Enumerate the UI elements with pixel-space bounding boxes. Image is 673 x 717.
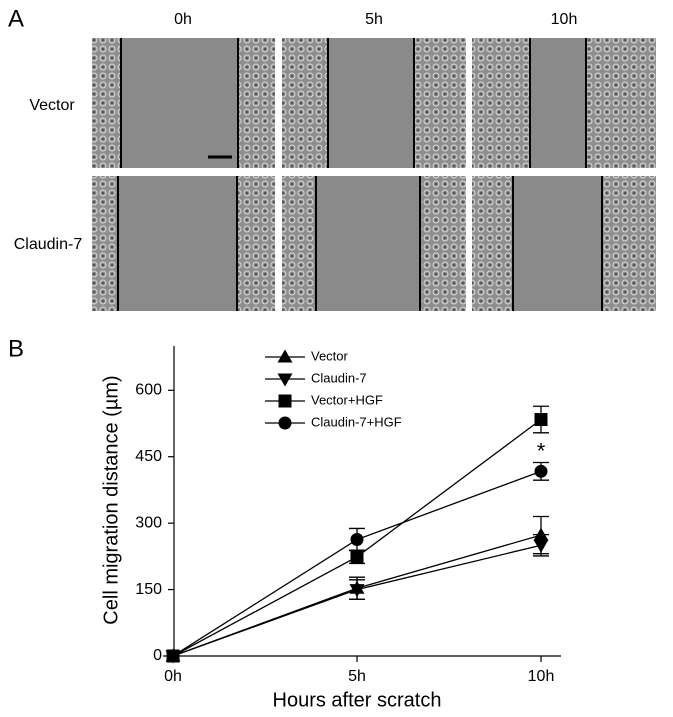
- x-axis-label: Hours after scratch: [273, 689, 442, 711]
- legend-label: Vector: [311, 348, 349, 363]
- data-point: [350, 533, 364, 547]
- data-point: [166, 649, 180, 663]
- x-tick-label: 0h: [164, 668, 182, 685]
- y-axis-label: Cell migration distance (µm): [100, 375, 122, 624]
- y-tick-label: 300: [135, 514, 162, 531]
- legend-label: Claudin-7+HGF: [311, 414, 402, 429]
- y-tick-label: 450: [135, 448, 162, 465]
- micrographs: [92, 38, 656, 311]
- panel-label: A: [8, 5, 24, 32]
- legend-label: Vector+HGF: [311, 392, 383, 407]
- legend-marker: [278, 416, 292, 430]
- x-tick-label: 5h: [348, 668, 366, 685]
- y-tick-label: 600: [135, 382, 162, 399]
- column-label: 10h: [551, 11, 578, 28]
- data-point: [349, 584, 365, 598]
- y-tick-label: 0: [153, 647, 162, 664]
- row-label: Vector: [29, 97, 75, 114]
- data-point: [533, 539, 549, 553]
- y-tick-label: 150: [135, 581, 162, 598]
- annotation: *: [537, 438, 546, 463]
- data-point: [350, 550, 364, 564]
- row-label: Claudin-7: [14, 236, 83, 253]
- legend-marker: [277, 349, 293, 363]
- legend-marker: [277, 373, 293, 387]
- legend-label: Claudin-7: [311, 370, 367, 385]
- panel-label: B: [8, 335, 24, 362]
- legend-marker: [278, 394, 292, 408]
- column-label: 0h: [174, 11, 192, 28]
- data-point: [534, 464, 548, 478]
- x-tick-label: 10h: [528, 668, 555, 685]
- column-label: 5h: [365, 11, 383, 28]
- data-point: [534, 413, 548, 427]
